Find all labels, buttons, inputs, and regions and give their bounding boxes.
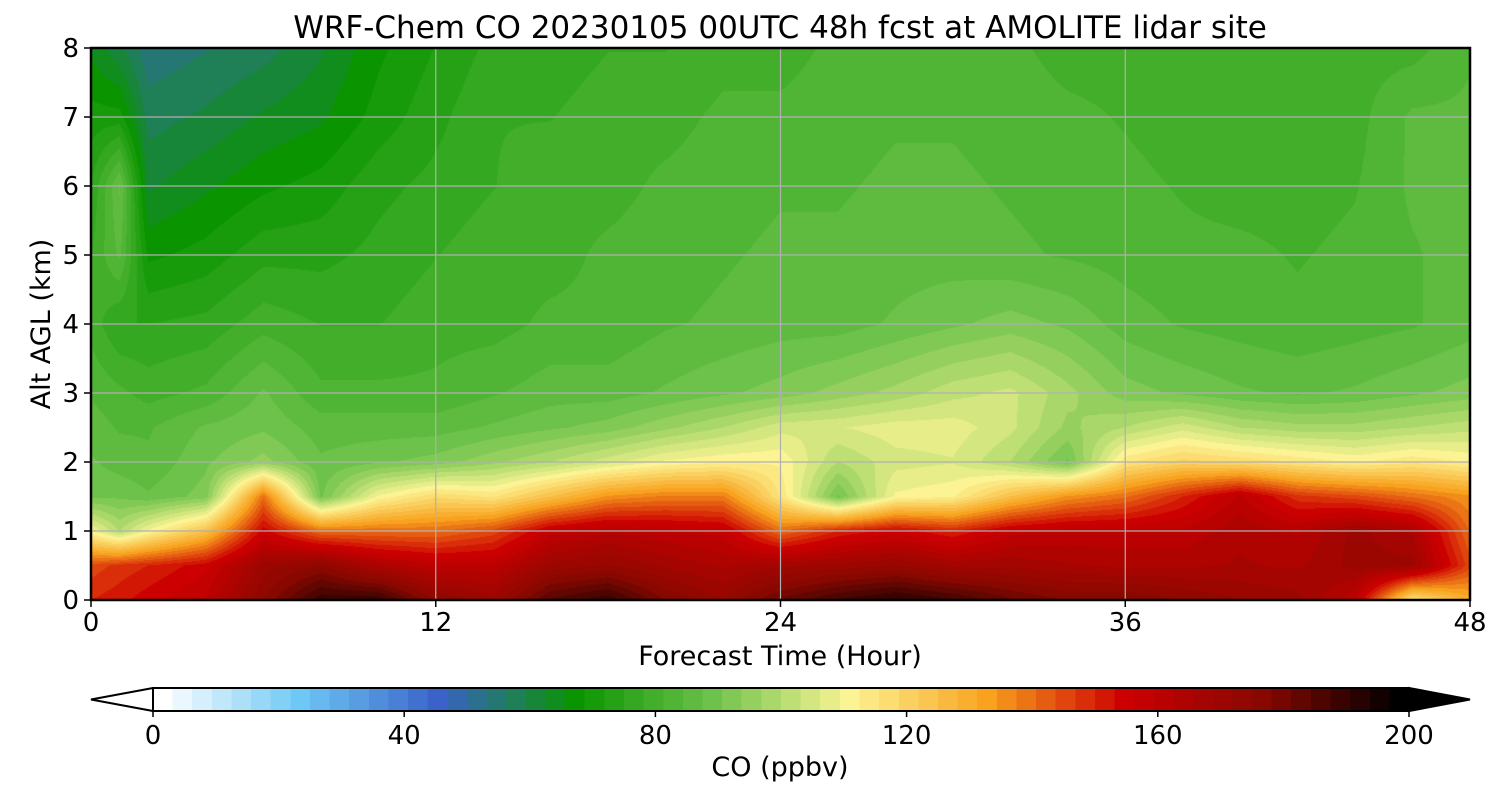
- colorbar-tick-label: 160: [1133, 721, 1183, 751]
- colorbar: 0 40 80 120 160 200: [90, 686, 1471, 751]
- grid-lines: [91, 48, 1470, 600]
- y-tick-label: 3: [62, 379, 79, 409]
- x-axis: 0 12 24 36 48: [83, 600, 1487, 638]
- y-tick-label: 7: [62, 103, 79, 133]
- colorbar-tick-label: 120: [882, 721, 932, 751]
- y-tick-label: 8: [62, 34, 79, 64]
- colorbar-frame: [152, 687, 1410, 712]
- colorbar-upper-extend: [1408, 686, 1471, 713]
- colorbar-tick-label: 80: [639, 721, 672, 751]
- colorbar-tick-label: 40: [388, 721, 421, 751]
- y-axis-label: Alt AGL (km): [26, 239, 57, 410]
- y-tick-label: 0: [62, 586, 79, 616]
- chart-title: WRF-Chem CO 20230105 00UTC 48h fcst at A…: [293, 10, 1267, 46]
- colorbar-label: CO (ppbv): [711, 752, 848, 783]
- colorbar-ticks: 0 40 80 120 160 200: [145, 711, 1434, 751]
- colorbar-gradient: [153, 688, 1409, 711]
- y-tick-label: 6: [62, 172, 79, 202]
- y-axis: 0 1 2 3 4 5 6 7 8: [62, 34, 91, 616]
- x-tick-label: 36: [1109, 608, 1142, 638]
- x-tick-label: 0: [83, 608, 100, 638]
- y-tick-label: 1: [62, 517, 79, 547]
- y-tick-label: 4: [62, 310, 79, 340]
- x-axis-label: Forecast Time (Hour): [638, 641, 922, 672]
- colorbar-tick-label: 0: [145, 721, 162, 751]
- x-tick-label: 48: [1453, 608, 1486, 638]
- colorbar-lower-extend: [90, 686, 154, 713]
- x-tick-label: 24: [764, 608, 797, 638]
- colorbar-tick-label: 200: [1384, 721, 1434, 751]
- y-tick-label: 5: [62, 241, 79, 271]
- y-tick-label: 2: [62, 448, 79, 478]
- x-tick-label: 12: [419, 608, 452, 638]
